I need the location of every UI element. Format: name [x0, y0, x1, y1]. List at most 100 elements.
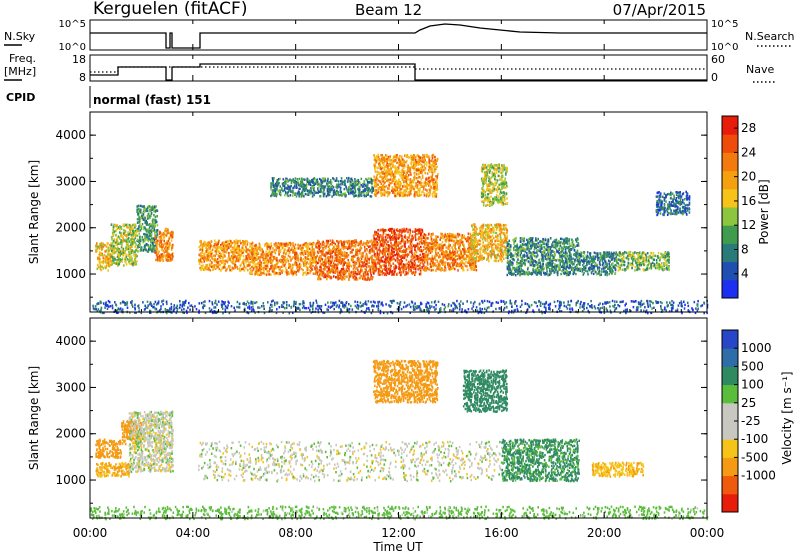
power-cell	[210, 255, 213, 258]
power-cell	[306, 250, 309, 253]
power-cell	[498, 239, 500, 243]
power-cell	[454, 252, 457, 255]
power-cell	[168, 255, 170, 258]
power-cell	[254, 265, 256, 269]
power-cell	[360, 264, 363, 268]
power-cell	[403, 230, 406, 233]
power-cell	[107, 249, 110, 252]
power-cell	[346, 252, 348, 255]
power-cell	[386, 257, 388, 260]
power-cell	[264, 244, 266, 247]
power-cell	[239, 255, 241, 258]
power-cell	[115, 239, 118, 242]
power-cell	[492, 189, 494, 193]
power-cell	[438, 247, 441, 251]
power-cell	[425, 250, 427, 253]
power-cell	[213, 264, 215, 267]
power-cell	[491, 238, 493, 241]
power-cell	[439, 266, 441, 269]
power-cell	[417, 229, 419, 232]
power-cell	[316, 273, 319, 276]
power-cell	[165, 228, 168, 231]
power-cell	[122, 251, 125, 254]
power-cell	[319, 270, 322, 273]
power-cell	[132, 249, 134, 253]
power-cell	[484, 197, 487, 200]
power-cell	[341, 271, 343, 275]
power-cell	[486, 227, 489, 231]
power-cell	[152, 218, 154, 221]
power-cell	[362, 241, 365, 244]
power-cell	[243, 265, 246, 268]
power-cell	[147, 235, 150, 238]
power-cell	[317, 246, 319, 250]
power-cell	[327, 241, 329, 245]
power-cell	[281, 270, 284, 273]
power-cell	[369, 272, 372, 275]
power-cell	[128, 262, 131, 265]
power-cell	[363, 274, 366, 277]
power-cell	[331, 242, 333, 246]
power-cell	[489, 239, 492, 243]
power-cell	[268, 273, 271, 276]
power-cell	[106, 260, 108, 263]
power-cell	[502, 231, 504, 235]
power-cell	[148, 226, 151, 229]
power-cell	[424, 247, 426, 250]
power-cell	[257, 256, 260, 259]
power-cell	[231, 251, 234, 254]
power-cell	[162, 259, 164, 262]
power-cell	[393, 268, 396, 271]
power-cell	[310, 257, 312, 260]
power-cell	[323, 275, 325, 279]
power-cell	[407, 247, 409, 250]
power-cell	[137, 204, 140, 208]
power-cell	[436, 242, 439, 245]
power-cell	[436, 165, 438, 168]
power-cell	[276, 272, 279, 275]
power-cell	[251, 271, 253, 274]
power-cell	[234, 243, 236, 246]
power-cell	[389, 268, 392, 272]
power-cell	[146, 209, 149, 213]
power-cell	[354, 264, 356, 267]
power-cell	[383, 239, 385, 242]
power-cell	[334, 254, 337, 257]
power-cell	[277, 272, 280, 276]
power-cell	[166, 259, 168, 262]
power-cell	[396, 260, 399, 264]
power-cell	[351, 241, 353, 245]
power-cell	[337, 263, 339, 266]
power-cell	[327, 274, 330, 277]
power-cell	[154, 208, 156, 211]
power-cell	[126, 241, 129, 244]
power-cell	[116, 255, 119, 259]
power-cell	[410, 264, 413, 267]
power-cell	[484, 228, 487, 231]
power-cell	[397, 262, 400, 265]
power-cell	[115, 224, 117, 227]
power-cell	[356, 252, 359, 255]
power-cell	[417, 247, 419, 251]
power-cell	[239, 267, 241, 270]
power-cell	[352, 260, 354, 263]
power-cell	[232, 260, 235, 263]
power-cell	[389, 266, 392, 269]
power-cell	[102, 261, 104, 265]
power-cell	[334, 242, 337, 246]
power-cell	[102, 245, 105, 248]
power-cell	[117, 253, 119, 256]
power-cell	[129, 256, 131, 259]
power-cell	[374, 259, 376, 262]
power-cell	[218, 255, 221, 259]
power-cell	[207, 252, 210, 255]
power-cell	[470, 263, 472, 266]
power-cell	[304, 252, 307, 255]
power-cell	[424, 236, 427, 239]
power-cell	[155, 245, 158, 249]
power-cell	[171, 231, 174, 234]
power-cell	[416, 255, 418, 258]
power-cell	[153, 250, 155, 253]
power-cell	[227, 244, 230, 247]
power-cell	[444, 251, 446, 254]
